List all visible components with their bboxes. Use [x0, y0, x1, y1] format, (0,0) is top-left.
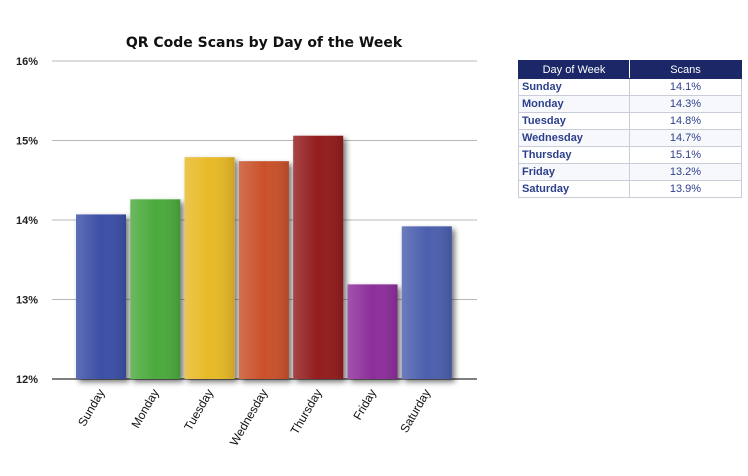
- x-axis-labels: Sunday Monday Tuesday Wednesday Thursday Frid…: [75, 387, 433, 449]
- table-cell-day: Monday: [518, 95, 630, 113]
- bar-thursday: [293, 135, 344, 379]
- bar-shading: [76, 214, 126, 379]
- bar-shading: [184, 157, 235, 379]
- bar-saturday: [401, 226, 452, 379]
- table-cell-scans: 13.2%: [629, 163, 742, 181]
- table-cell-scans: 15.1%: [629, 146, 742, 164]
- table-row: Tuesday 14.8%: [518, 112, 742, 130]
- table-cell-day: Friday: [518, 163, 630, 181]
- table-cell-day: Saturday: [518, 180, 630, 198]
- table-row: Wednesday 14.7%: [518, 129, 742, 147]
- x-tick-label: Saturday: [397, 387, 433, 436]
- table-cell-scans: 14.3%: [629, 95, 742, 113]
- table-cell-day: Thursday: [518, 146, 630, 164]
- table-cell-day: Tuesday: [518, 112, 630, 130]
- bars: [76, 135, 452, 379]
- bar-shading: [238, 161, 289, 379]
- column-header-day: Day of Week: [518, 60, 630, 79]
- bar-shading: [401, 226, 452, 379]
- table-row: Monday 14.3%: [518, 95, 742, 113]
- bar-shading: [130, 199, 181, 379]
- x-tick-label: Sunday: [75, 387, 107, 429]
- chart-title: QR Code Scans by Day of the Week: [126, 35, 403, 51]
- table-cell-scans: 14.7%: [629, 129, 742, 147]
- bar-sunday: [76, 214, 126, 379]
- y-tick-label: 14%: [16, 215, 38, 227]
- table-row: Friday 13.2%: [518, 163, 742, 181]
- bar-shading: [293, 135, 344, 379]
- bar-shading: [347, 284, 398, 379]
- table-header-row: Day of Week Scans: [518, 60, 742, 79]
- column-header-scans: Scans: [629, 60, 742, 79]
- table-cell-scans: 13.9%: [629, 180, 742, 198]
- table-row: Thursday 15.1%: [518, 146, 742, 164]
- x-tick-label: Tuesday: [181, 387, 216, 433]
- x-tick-label: Friday: [350, 387, 379, 423]
- table-cell-day: Wednesday: [518, 129, 630, 147]
- x-tick-label: Wednesday: [227, 387, 271, 449]
- x-tick-label: Thursday: [288, 387, 325, 437]
- table-cell-scans: 14.1%: [629, 78, 742, 96]
- bar-wednesday: [238, 161, 289, 379]
- table-cell-scans: 14.8%: [629, 112, 742, 130]
- y-tick-label: 12%: [16, 374, 38, 386]
- y-tick-label: 15%: [16, 136, 38, 148]
- table-cell-day: Sunday: [518, 78, 630, 96]
- bar-monday: [130, 199, 181, 379]
- y-tick-label: 13%: [16, 295, 38, 307]
- data-table: Day of Week Scans Sunday 14.1% Monday 14.3…: [518, 60, 742, 198]
- y-tick-label: 16%: [16, 56, 38, 68]
- y-axis-ticks: 12% 13% 14% 15% 16%: [16, 56, 38, 386]
- table-row: Sunday 14.1%: [518, 78, 742, 96]
- x-tick-label: Monday: [128, 387, 161, 431]
- bar-tuesday: [184, 157, 235, 379]
- bar-friday: [347, 284, 398, 379]
- table-row: Saturday 13.9%: [518, 180, 742, 198]
